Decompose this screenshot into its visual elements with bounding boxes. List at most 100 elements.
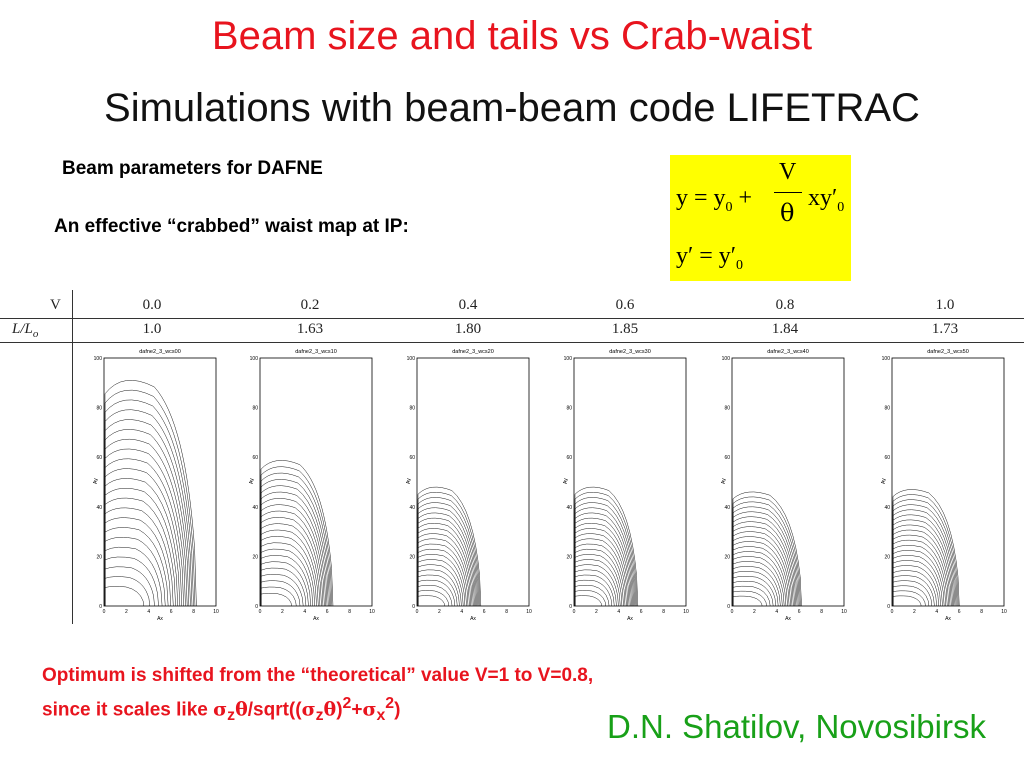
- density-contour: [892, 550, 945, 607]
- x-axis-label: Ax: [313, 616, 319, 622]
- y-tick-label: 100: [407, 356, 416, 362]
- density-contour: [417, 595, 445, 607]
- density-contour: [732, 506, 799, 607]
- density-contour: [260, 529, 319, 607]
- x-tick-label: 8: [820, 609, 823, 615]
- x-tick-label: 6: [326, 609, 329, 615]
- table-rule: [0, 318, 1024, 319]
- density-contour: [104, 566, 155, 607]
- v-value-cell: 0.6: [615, 297, 635, 313]
- note-line-2: since it scales like σzθ/sqrt((σzθ)2+σx2…: [42, 695, 401, 725]
- x-tick-label: 10: [841, 609, 847, 615]
- density-contour: [417, 543, 469, 607]
- formula-line2: y′ = y′0: [676, 243, 744, 273]
- x-tick-label: 6: [483, 609, 486, 615]
- density-contour: [892, 534, 949, 607]
- density-contour: [260, 548, 314, 607]
- plot-frame: [103, 357, 217, 607]
- density-contour: [417, 554, 466, 607]
- density-contour: [417, 517, 475, 607]
- luminosity-ratio-cell: 1.0: [142, 321, 162, 337]
- x-tick-label: 8: [505, 609, 508, 615]
- y-tick-label: 20: [724, 554, 730, 560]
- y-tick-label: 0: [727, 604, 730, 610]
- y-axis-label: Ay: [249, 478, 255, 484]
- density-contour: [732, 536, 791, 607]
- density-contour: [417, 590, 450, 607]
- density-contour: [417, 492, 481, 607]
- plot-title: dafne2_3_wcs00: [139, 349, 181, 355]
- density-contour: [732, 551, 787, 607]
- y-axis-label: Ay: [93, 478, 99, 484]
- density-contour: [417, 512, 476, 607]
- density-contour: [260, 504, 325, 607]
- density-contour: [574, 548, 624, 607]
- density-contour: [104, 507, 174, 607]
- x-tick-label: 8: [662, 609, 665, 615]
- y-tick-label: 80: [724, 406, 730, 412]
- density-contour: [574, 512, 633, 607]
- plot-frame: [259, 357, 373, 607]
- y-tick-label: 80: [96, 406, 102, 412]
- density-contour: [574, 574, 615, 607]
- density-contour: [732, 491, 802, 607]
- y-tick-label: 40: [884, 505, 890, 511]
- density-contour: [260, 491, 328, 607]
- density-contour: [732, 580, 774, 607]
- density-contour: [417, 538, 470, 607]
- density-contour: [892, 529, 951, 607]
- density-contour: [892, 514, 955, 607]
- y-tick-label: 60: [566, 455, 572, 461]
- density-contour: [574, 569, 617, 607]
- y-tick-label: 0: [412, 604, 415, 610]
- formula-fraction-denominator: θ: [780, 199, 795, 227]
- density-contour: [732, 516, 797, 607]
- density-contour: [574, 554, 623, 607]
- y-tick-label: 100: [250, 356, 259, 362]
- density-contour: [574, 538, 627, 607]
- density-contour: [104, 389, 196, 607]
- density-contour: [104, 399, 194, 607]
- y-tick-label: 60: [884, 455, 890, 461]
- y-axis-label: Ay: [881, 478, 887, 484]
- density-contour: [104, 556, 159, 607]
- x-tick-label: 8: [980, 609, 983, 615]
- density-contour: [732, 556, 785, 607]
- x-tick-label: 4: [617, 609, 620, 615]
- y-tick-label: 100: [722, 356, 731, 362]
- density-contour: [574, 595, 602, 607]
- v-value-cell: 0.4: [458, 297, 478, 313]
- x-tick-label: 0: [103, 609, 106, 615]
- density-contour: [104, 517, 172, 607]
- density-contour: [417, 502, 479, 607]
- y-tick-label: 60: [96, 455, 102, 461]
- density-contour: [104, 537, 166, 607]
- density-contour: [732, 595, 763, 607]
- density-contour: [732, 546, 788, 607]
- x-tick-label: 10: [526, 609, 532, 615]
- x-tick-label: 0: [573, 609, 576, 615]
- density-contour: [574, 517, 632, 607]
- y-tick-label: 80: [409, 406, 415, 412]
- y-tick-label: 40: [409, 505, 415, 511]
- y-tick-label: 80: [884, 406, 890, 412]
- luminosity-ratio-cell: 1.73: [931, 321, 959, 337]
- plot-title: dafne2_3_wcs30: [609, 349, 651, 355]
- density-contour: [574, 523, 631, 607]
- x-axis-label: Ax: [157, 616, 163, 622]
- density-contour: [732, 496, 801, 607]
- density-contour: [892, 560, 941, 607]
- y-tick-label: 60: [252, 455, 258, 461]
- density-contour: [417, 574, 458, 607]
- density-contour: [892, 509, 956, 607]
- x-tick-label: 10: [213, 609, 219, 615]
- density-contour: [732, 531, 793, 607]
- density-contour: [260, 536, 317, 607]
- x-tick-label: 2: [913, 609, 916, 615]
- density-contour: [574, 564, 619, 607]
- density-contour: [574, 590, 607, 607]
- y-tick-label: 0: [887, 604, 890, 610]
